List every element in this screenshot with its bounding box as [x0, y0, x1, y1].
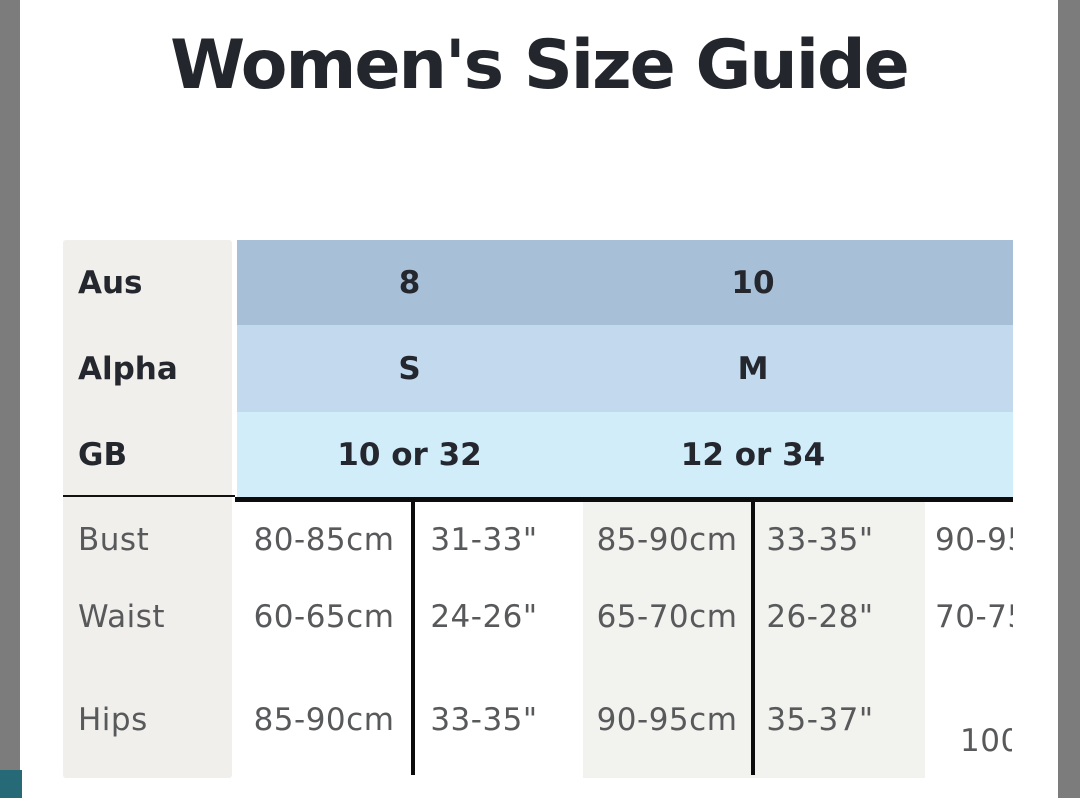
waist-size8-inch: 24-26" [430, 599, 538, 635]
bust-size8-cm: 80-85cm [253, 522, 395, 558]
row-label-gb: GB [78, 436, 128, 473]
waist-size12-cm-clipped: 70-75cm [935, 599, 1013, 635]
bust-size10-cm: 85-90cm [596, 522, 738, 558]
bust-size12-cm-clipped: 90-95cm [935, 522, 1013, 558]
row-label-aus: Aus [78, 264, 143, 301]
row-label-hips: Hips [78, 702, 148, 738]
hips-size8-inch: 33-35" [430, 702, 538, 738]
alpha-row-band [237, 325, 1013, 412]
row-label-alpha: Alpha [78, 350, 178, 387]
label-column-background [63, 240, 232, 778]
size8-cm-inch-divider [411, 502, 415, 775]
alpha-size10-value: M [737, 350, 769, 387]
aus-row-band [237, 240, 1013, 325]
page-title: Women's Size Guide [170, 26, 910, 105]
aus-size8-value: 8 [398, 264, 421, 301]
gb-size10-value: 12 or 34 [680, 436, 826, 473]
waist-size8-cm: 60-65cm [253, 599, 395, 635]
gb-size8-value: 10 or 32 [337, 436, 482, 473]
alpha-size8-value: S [398, 350, 421, 387]
header-separator-line-label [63, 495, 235, 497]
hips-size10-inch: 35-37" [766, 702, 874, 738]
hips-size12-cm-clipped: 100cm [960, 723, 1012, 759]
aus-size10-value: 10 [731, 264, 775, 301]
hips-size10-cm: 90-95cm [596, 702, 738, 738]
waist-size10-inch: 26-28" [766, 599, 874, 635]
teal-corner-accent [0, 770, 22, 798]
row-label-bust: Bust [78, 522, 150, 558]
bust-size10-inch: 33-35" [766, 522, 874, 558]
waist-size10-cm: 65-70cm [596, 599, 738, 635]
bust-size8-inch: 31-33" [430, 522, 538, 558]
row-label-waist: Waist [78, 599, 166, 635]
right-edge-strip [1058, 0, 1080, 798]
gb-row-band [237, 412, 1013, 497]
left-edge-strip [0, 0, 20, 770]
hips-size8-cm: 85-90cm [253, 702, 395, 738]
size10-cm-inch-divider [751, 502, 755, 775]
header-separator-line [235, 497, 1013, 502]
